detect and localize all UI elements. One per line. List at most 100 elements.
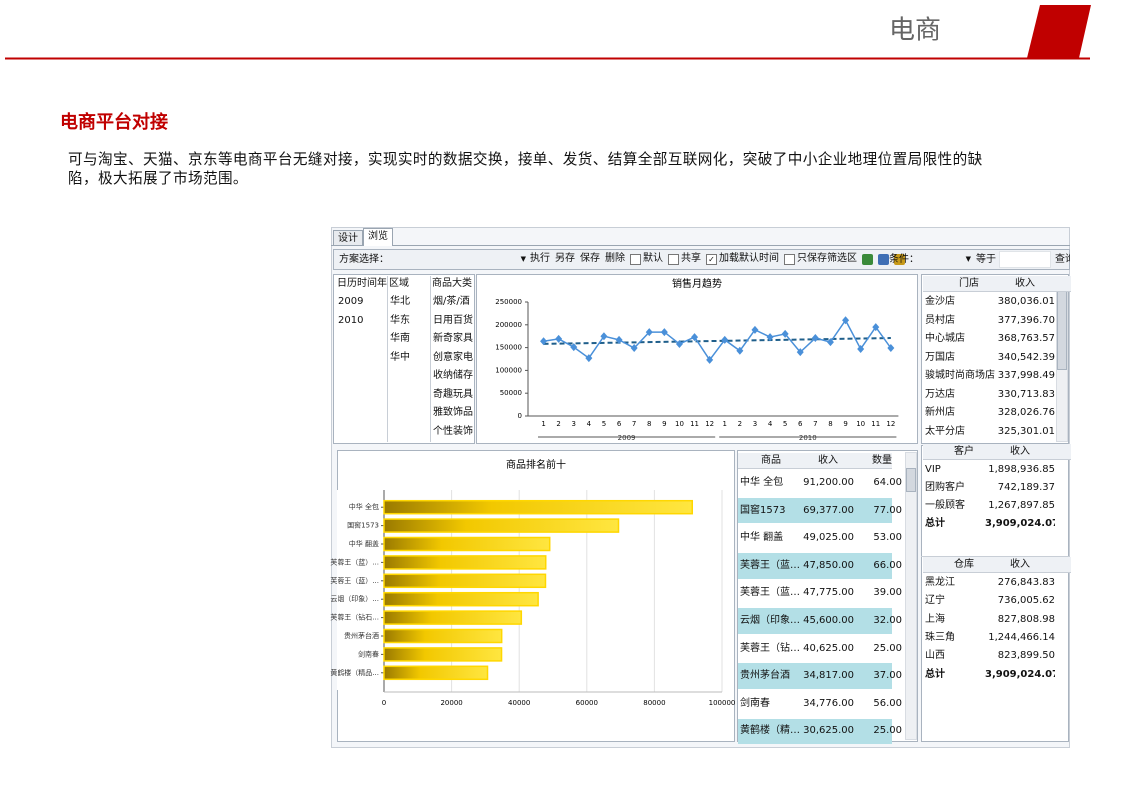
table-cell: 骏城时尚商场店 — [925, 370, 995, 381]
scroll-thumb[interactable] — [1057, 290, 1067, 370]
filter-item[interactable]: 日用百货 — [433, 314, 473, 326]
table-cell: 742,189.37 — [997, 482, 1055, 493]
scrollbar[interactable] — [905, 452, 917, 740]
table-cell: 新州店 — [925, 407, 955, 418]
checkbox-box[interactable]: ✓ — [706, 253, 717, 265]
table-cell: 黑龙江 — [925, 577, 955, 588]
checkbox[interactable]: 默认 — [630, 252, 663, 266]
filter-item[interactable]: 2009 — [338, 296, 364, 307]
dropdown[interactable]: ▼ — [520, 255, 526, 263]
filter-header: 商品大类 — [432, 278, 472, 289]
row-highlight — [738, 553, 892, 579]
checkbox-box[interactable] — [630, 253, 641, 265]
toolbar-button[interactable]: 另存 — [555, 253, 575, 264]
table-cell: 国窖1573 — [740, 504, 786, 516]
filter-header: 日历时间年 — [337, 278, 387, 289]
table-cell: 45,600.00 — [803, 615, 854, 626]
condition-label: 条件： — [889, 254, 919, 265]
checkbox[interactable]: 只保存筛选区 — [784, 252, 857, 266]
table-cell: 47,775.00 — [803, 587, 854, 599]
table-cell: 太平分店 — [925, 425, 965, 437]
checkbox-box[interactable] — [668, 253, 679, 265]
table-cell: 中华 翻盖 — [740, 532, 784, 544]
filter-divider — [387, 276, 388, 442]
table-cell: 823,899.50 — [997, 650, 1055, 662]
table-cell: 49,025.00 — [803, 532, 854, 544]
table-cell: 380,036.01 — [997, 296, 1055, 307]
customer-panel — [921, 445, 1069, 742]
table-cell: 340,542.39 — [997, 351, 1055, 363]
table-cell: 34,776.00 — [803, 697, 854, 709]
table-cell: 69,377.00 — [803, 504, 854, 516]
table-cell: 辽宁 — [925, 595, 945, 607]
row-highlight — [738, 663, 892, 689]
filter-item[interactable]: 新奇家具 — [433, 333, 473, 344]
query-button[interactable]: 查询 — [1055, 254, 1070, 265]
section-heading: 电商平台对接 — [60, 112, 168, 133]
checkbox[interactable]: 共享 — [668, 252, 701, 266]
table-cell: 64.00 — [873, 477, 902, 488]
toolbar-button[interactable]: 删除 — [605, 253, 625, 264]
toolbar-button[interactable]: 保存 — [580, 253, 600, 264]
table-cell: 53.00 — [873, 532, 902, 544]
filter-item[interactable]: 华中 — [390, 351, 410, 363]
table-cell: 员村店 — [925, 314, 955, 326]
header-accent — [1027, 5, 1091, 58]
table-cell: 377,396.70 — [997, 314, 1055, 326]
section-text: 可与淘宝、天猫、京东等电商平台无缝对接，实现实时的数据交换，接单、发货、结算全部… — [68, 151, 983, 187]
dropdown[interactable]: ▼ — [965, 255, 971, 263]
toolbar-icon[interactable] — [894, 253, 905, 265]
filter-item[interactable]: 奇趣玩具 — [433, 388, 473, 400]
toolbar-icon[interactable] — [862, 253, 873, 265]
scroll-thumb[interactable] — [906, 468, 916, 492]
table-header-bg — [923, 444, 1071, 460]
table-cell: 25.00 — [873, 642, 902, 654]
table-cell: VIP — [925, 464, 941, 475]
checkbox-box[interactable] — [784, 253, 795, 265]
table-cell: 3,909,024.07 — [985, 668, 1055, 680]
row-highlight — [738, 497, 892, 524]
table-cell: 37.00 — [873, 670, 902, 682]
filter-divider — [430, 276, 431, 442]
table-cell: 330,713.83 — [997, 388, 1055, 400]
filter-item[interactable]: 收纳储存 — [433, 370, 473, 381]
table-cell: 368,763.57 — [997, 333, 1055, 344]
filter-item[interactable]: 烟/茶/酒 — [433, 296, 470, 307]
filter-item[interactable]: 华南 — [390, 333, 410, 344]
table-cell: 56.00 — [873, 697, 902, 709]
toolbar-button[interactable]: 执行 — [530, 253, 550, 264]
table-header: 数量 — [872, 455, 892, 466]
divider — [921, 556, 1069, 557]
filter-item[interactable]: 创意家电 — [433, 351, 473, 363]
filter-item[interactable]: 2010 — [338, 314, 364, 326]
store-panel — [921, 274, 1069, 444]
operator: 等于 — [976, 254, 996, 265]
tab[interactable]: 浏览 — [363, 228, 393, 246]
filter-item[interactable]: 雅致饰品 — [433, 407, 473, 418]
table-cell: 91,200.00 — [803, 477, 854, 488]
checkbox-label: 加载默认时间 — [719, 253, 779, 264]
table-cell: 276,843.83 — [997, 577, 1055, 588]
table-cell: 中心城店 — [925, 333, 965, 344]
table-header-bg — [923, 276, 1071, 292]
table-cell: 1,244,466.14 — [988, 631, 1055, 643]
table-cell: 325,301.01 — [997, 425, 1055, 437]
table-cell: 芙蓉王（蓝… — [740, 559, 800, 571]
table-cell: 芙蓉王（蓝… — [740, 587, 800, 599]
table-cell: 25.00 — [873, 725, 902, 737]
row-highlight — [738, 718, 892, 745]
checkbox[interactable]: ✓ 加载默认时间 — [706, 252, 779, 266]
filter-item[interactable]: 华东 — [390, 314, 410, 326]
table-cell: 云烟（印象… — [740, 615, 800, 626]
tab[interactable]: 设计 — [333, 230, 363, 245]
filter-panel — [333, 274, 475, 444]
checkbox-label: 默认 — [643, 253, 663, 264]
table-cell: 贵州茅台酒 — [740, 670, 790, 682]
condition-input[interactable] — [999, 251, 1051, 268]
toolbar-icon[interactable] — [878, 253, 889, 265]
filter-item[interactable]: 个性装饰 — [433, 425, 473, 437]
table-cell: 39.00 — [873, 587, 902, 599]
table-cell: 1,898,936.85 — [988, 464, 1055, 475]
filter-item[interactable]: 华北 — [390, 296, 410, 307]
table-cell: 上海 — [925, 613, 945, 625]
